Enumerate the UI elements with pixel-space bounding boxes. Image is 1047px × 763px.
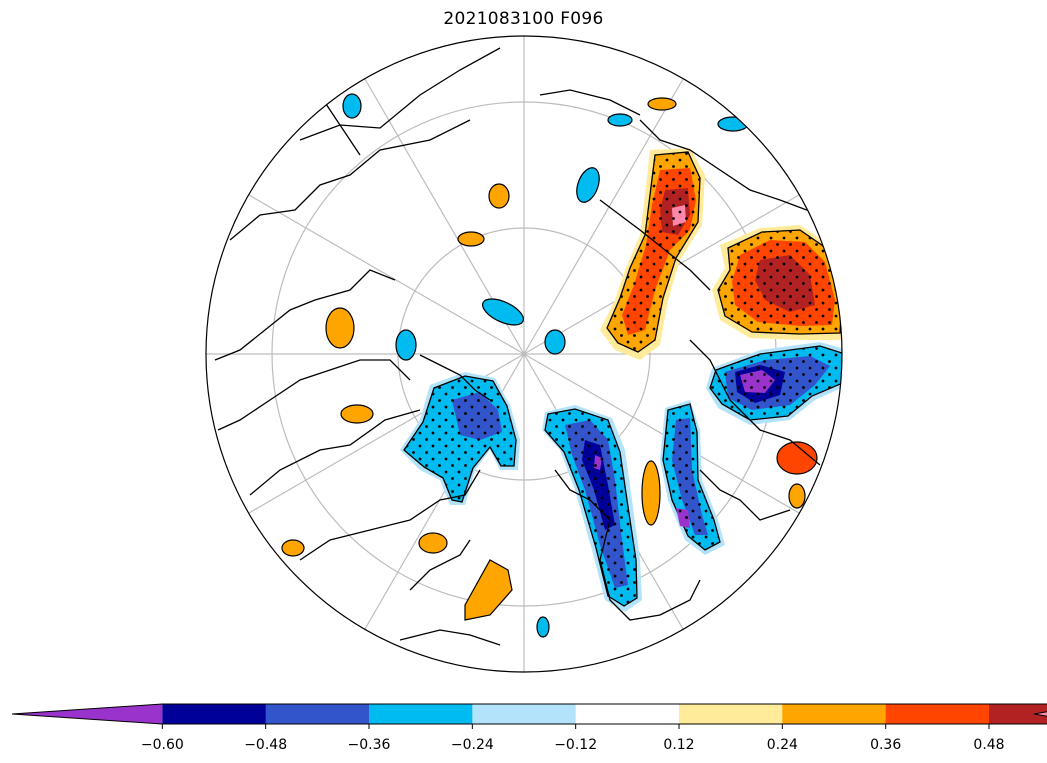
- colorbar-segment: [369, 704, 473, 724]
- colorbar-tick-label: −0.48: [244, 737, 287, 753]
- negative-anomaly-atlantic: [542, 405, 642, 612]
- colorbar-tick-label: 0.48: [973, 737, 1004, 753]
- positive-anomaly-russia: [712, 225, 842, 340]
- colorbar-tick-label: −0.24: [451, 737, 494, 753]
- positive-anomaly-europe: [600, 148, 705, 360]
- polar-map: [205, 35, 843, 673]
- colorbar-segment: [575, 704, 680, 724]
- map-title: 2021083100 F096: [443, 9, 604, 29]
- colorbar-tick-label: 0.36: [870, 737, 901, 753]
- coastlines: [214, 47, 821, 646]
- colorbar-tick-label: −0.36: [348, 737, 391, 753]
- colorbar-tick-label: 0.12: [663, 737, 694, 753]
- negative-anomaly-greenland: [400, 372, 520, 505]
- colorbar-segment: [679, 704, 783, 724]
- colorbar-tick-label: 0.24: [767, 737, 798, 753]
- colorbar-segment: [885, 704, 990, 724]
- colorbar-segment: [162, 704, 267, 724]
- graticule: [206, 36, 842, 672]
- colorbar-tick-label: −0.12: [554, 737, 597, 753]
- colorbar-extend-low: [12, 704, 163, 724]
- colorbar-segment: [989, 704, 1047, 724]
- map-field-layer: [206, 36, 842, 672]
- colorbar-tick-label: −0.60: [141, 737, 184, 753]
- colorbar-extend-high: [1034, 711, 1047, 717]
- colorbar-segment: [265, 704, 370, 724]
- negative-anomaly-siberia: [706, 342, 842, 425]
- negative-anomaly-europe-south: [660, 400, 725, 555]
- colorbar: −0.60 −0.48 −0.36 −0.24 −0.12 0.12 0.24 0.36 0.4…: [11, 703, 1047, 753]
- small-anomalies: [281, 93, 818, 638]
- colorbar-segment: [472, 704, 577, 724]
- map-boundary: [205, 35, 843, 673]
- colorbar-segment: [782, 704, 887, 724]
